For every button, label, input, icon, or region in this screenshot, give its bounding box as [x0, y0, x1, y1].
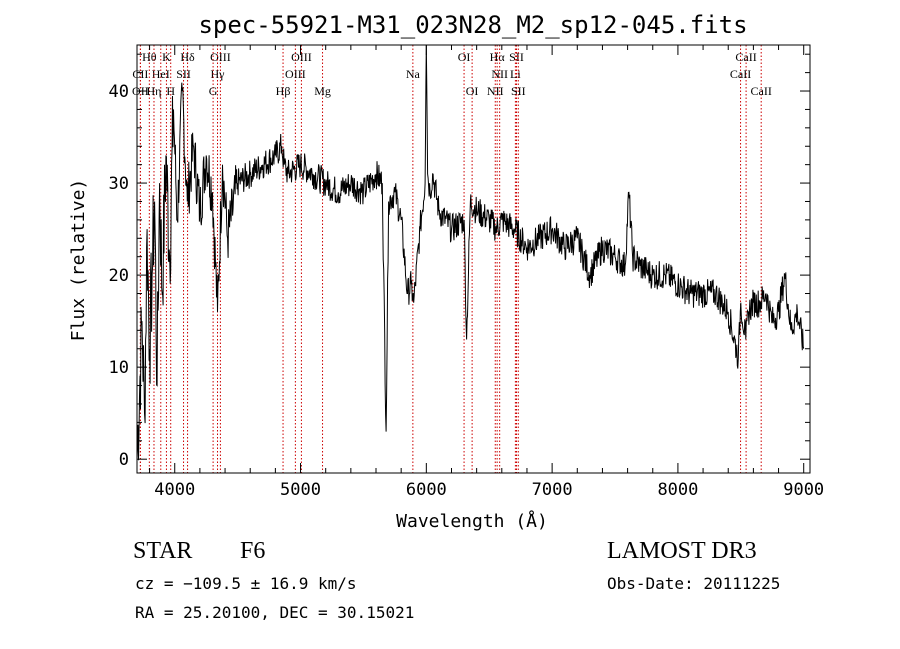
- line-label: HeI: [152, 67, 170, 81]
- line-label: Hγ: [211, 67, 226, 81]
- line-label: SII: [509, 50, 524, 64]
- line-label: Hη: [147, 84, 162, 98]
- line-label: Hβ: [276, 84, 291, 98]
- x-tick-label: 6000: [406, 480, 447, 500]
- coordinates: RA = 25.20100, DEC = 30.15021: [135, 603, 415, 622]
- survey-label: LAMOST DR3: [607, 538, 757, 564]
- x-tick-label: 9000: [783, 480, 824, 500]
- line-label: CaII: [751, 84, 772, 98]
- axis-ticks: 4000 5000 6000 7000 8000 9000 0 10 20 30 40: [109, 45, 824, 500]
- line-label: Hθ: [142, 50, 157, 64]
- chart-title: spec-55921-M31_023N28_M2_sp12-045.fits: [198, 11, 747, 39]
- x-tick-label: 4000: [154, 480, 195, 500]
- x-tick-label: 8000: [657, 480, 698, 500]
- line-label: NII: [491, 67, 508, 81]
- line-label: Li: [510, 67, 521, 81]
- y-tick-label: 10: [109, 358, 129, 378]
- spectrum-series: [136, 44, 805, 461]
- line-label: CaII: [735, 50, 756, 64]
- x-tick-label: 5000: [280, 480, 321, 500]
- line-label: Na: [406, 67, 421, 81]
- line-label: OIII: [285, 67, 306, 81]
- line-label: K: [162, 50, 171, 64]
- observation-date: Obs-Date: 20111225: [607, 574, 781, 593]
- spectrum-line: [136, 44, 805, 461]
- line-label: Mg: [314, 84, 331, 98]
- x-tick-label: 7000: [532, 480, 573, 500]
- y-tick-label: 40: [109, 82, 129, 102]
- y-axis-label: Flux (relative): [68, 179, 89, 342]
- line-label: H: [166, 84, 175, 98]
- line-label: Hα: [490, 50, 506, 64]
- line-label: OIII: [291, 50, 312, 64]
- x-axis-label: Wavelength (Å): [396, 510, 548, 532]
- line-label: G: [209, 84, 218, 98]
- redshift-velocity: cz = −109.5 ± 16.9 km/s: [135, 574, 357, 593]
- y-tick-label: 30: [109, 174, 129, 194]
- line-label: OI: [458, 50, 471, 64]
- line-label: SII: [511, 84, 526, 98]
- plot-frame: [136, 44, 811, 474]
- subclass-label: F6: [240, 538, 266, 564]
- y-tick-label: 20: [109, 266, 129, 286]
- y-tick-label: 0: [119, 450, 129, 470]
- line-label: SII: [176, 67, 191, 81]
- line-label: OI: [466, 84, 479, 98]
- class-label: STAR: [133, 538, 193, 564]
- line-label: OIII: [210, 50, 231, 64]
- line-label: Hδ: [180, 50, 195, 64]
- line-label: NII: [487, 84, 504, 98]
- line-label: CaII: [730, 67, 751, 81]
